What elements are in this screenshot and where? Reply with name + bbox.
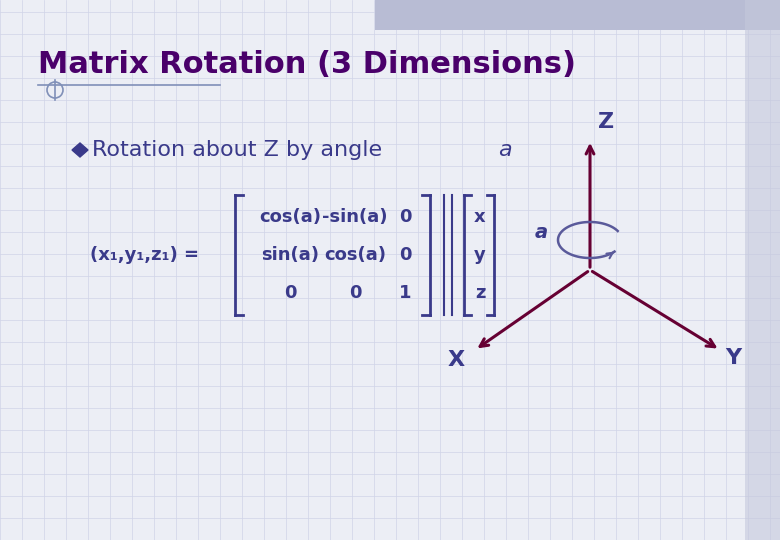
Text: sin(a): sin(a) (261, 246, 319, 264)
Text: 0: 0 (349, 284, 361, 302)
Bar (745, 0, 780, 540)
Bar (375, 0, 780, 30)
Text: Matrix Rotation (3 Dimensions): Matrix Rotation (3 Dimensions) (38, 50, 576, 79)
Text: x: x (474, 208, 486, 226)
Text: Z: Z (598, 112, 614, 132)
Text: a: a (498, 140, 512, 160)
Text: a: a (535, 222, 548, 241)
Text: cos(a): cos(a) (259, 208, 321, 226)
Text: Y: Y (725, 348, 741, 368)
Text: z: z (475, 284, 485, 302)
Text: 0: 0 (284, 284, 296, 302)
Text: y: y (474, 246, 486, 264)
Text: -sin(a): -sin(a) (322, 208, 388, 226)
Text: X: X (448, 350, 465, 370)
Text: cos(a): cos(a) (324, 246, 386, 264)
Polygon shape (72, 143, 88, 157)
Text: 1: 1 (399, 284, 411, 302)
Text: 0: 0 (399, 246, 411, 264)
Text: (x₁,y₁,z₁) =: (x₁,y₁,z₁) = (90, 246, 199, 264)
Text: Rotation about Z by angle: Rotation about Z by angle (92, 140, 389, 160)
Text: 0: 0 (399, 208, 411, 226)
